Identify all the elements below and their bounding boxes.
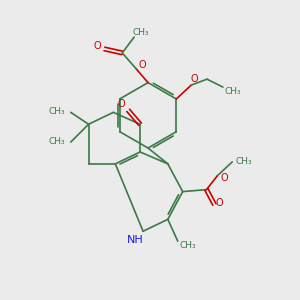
- Text: O: O: [94, 41, 101, 51]
- Text: O: O: [220, 173, 228, 183]
- Text: CH₃: CH₃: [179, 241, 196, 250]
- Text: O: O: [215, 197, 223, 208]
- Text: CH₃: CH₃: [49, 107, 65, 116]
- Text: CH₃: CH₃: [236, 158, 252, 166]
- Text: CH₃: CH₃: [224, 87, 241, 96]
- Text: O: O: [138, 60, 146, 70]
- Text: O: O: [190, 74, 198, 84]
- Text: CH₃: CH₃: [49, 136, 65, 146]
- Text: O: O: [118, 99, 125, 110]
- Text: NH: NH: [127, 235, 143, 245]
- Text: CH₃: CH₃: [133, 28, 149, 37]
